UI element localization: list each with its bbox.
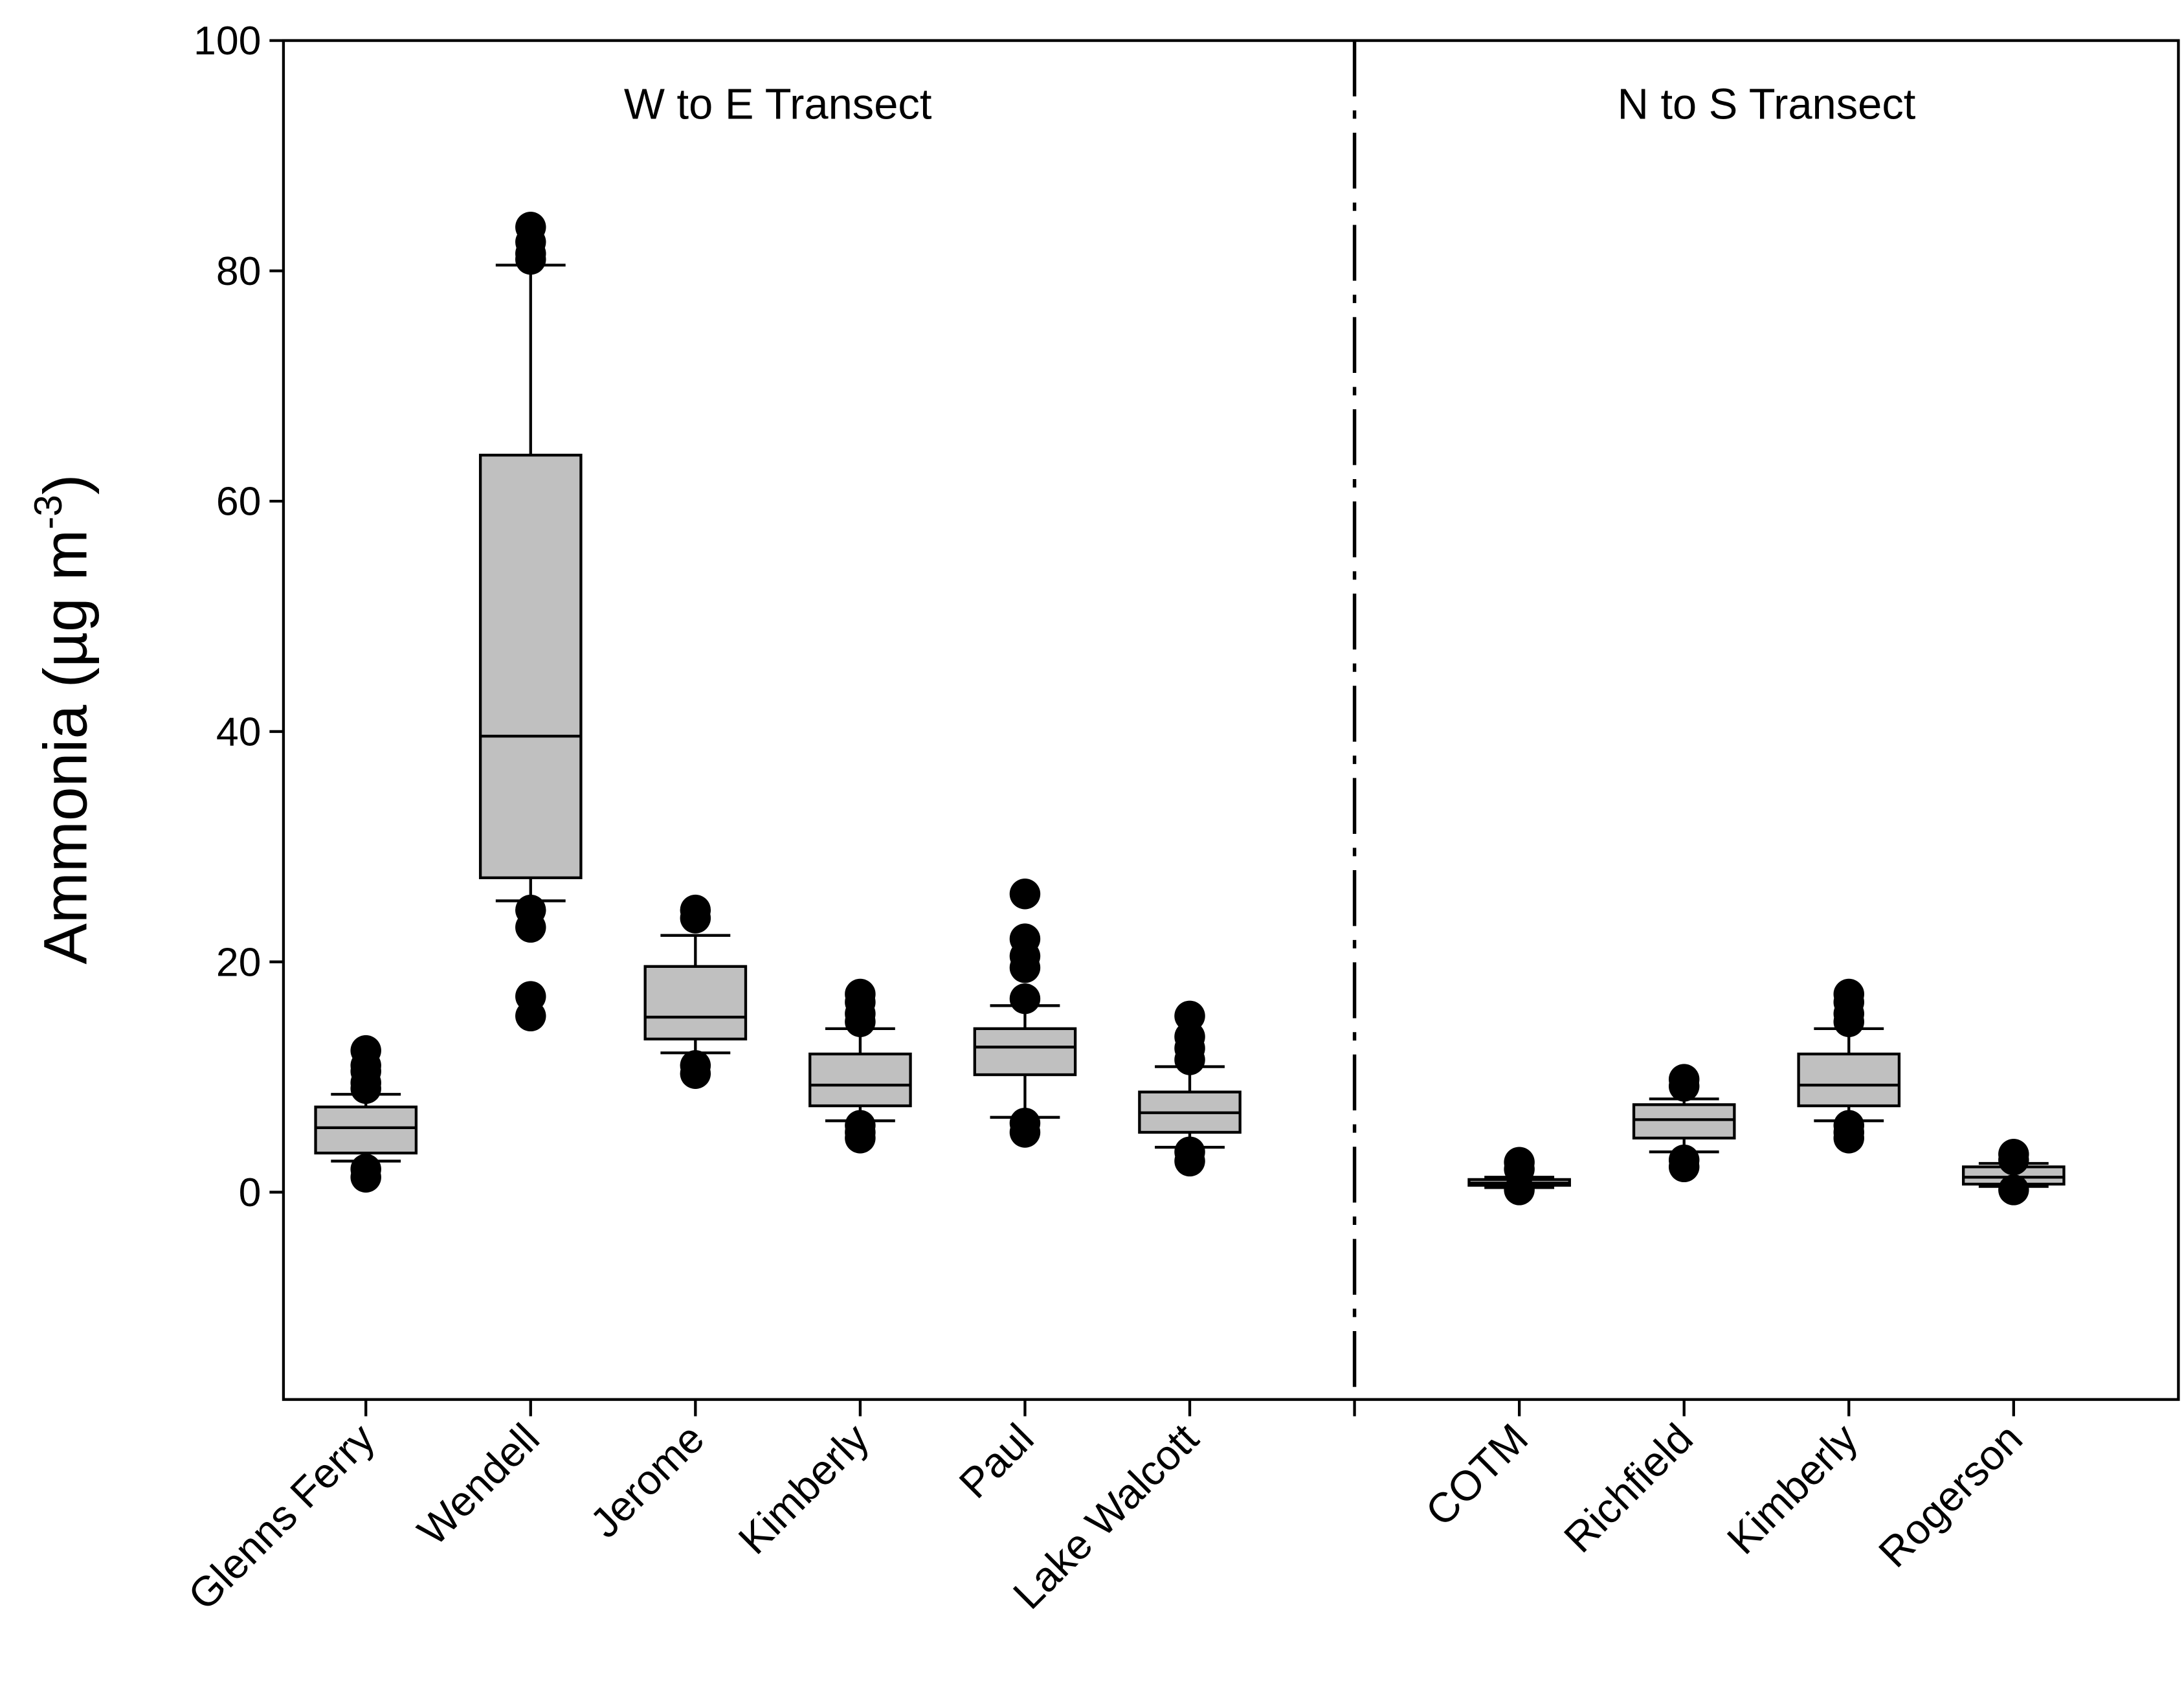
outlier [1174, 1145, 1205, 1177]
outlier [680, 1058, 711, 1089]
outlier [845, 1123, 876, 1154]
plot-frame [282, 39, 2180, 1401]
box [1797, 1052, 1901, 1108]
box [478, 453, 583, 879]
y-tick-label: 80 [216, 249, 262, 294]
outlier [845, 1006, 876, 1037]
x-tick-label: Richfield [1555, 1415, 1702, 1562]
y-tick-label: 20 [216, 939, 262, 985]
box [1632, 1103, 1736, 1140]
x-tick-label: Kimberly [1718, 1414, 1867, 1563]
outlier [1504, 1174, 1535, 1205]
outlier [1009, 1117, 1041, 1148]
y-label-sup: -3 [26, 495, 70, 530]
outlier [515, 1000, 546, 1032]
x-tick-label: COTM [1416, 1415, 1537, 1535]
y-label-main: Ammonia (µg m [32, 530, 100, 965]
outlier [350, 1161, 381, 1193]
x-tick-label: Wendell [408, 1415, 548, 1554]
outlier [515, 243, 546, 275]
y-label-end: ) [32, 475, 100, 495]
outlier [1998, 1174, 2029, 1205]
outlier [680, 902, 711, 934]
x-tick-label: Kimberly [729, 1414, 878, 1563]
y-tick-label: 40 [216, 709, 262, 754]
outlier [1009, 983, 1041, 1015]
outlier [1833, 1123, 1864, 1154]
x-tick-label: Paul [950, 1415, 1042, 1507]
x-tick-label: Rogerson [1869, 1415, 2031, 1576]
box [314, 1105, 418, 1155]
y-axis-label: Ammonia (µg m-3) [26, 475, 100, 965]
y-tick-label: 0 [239, 1170, 262, 1215]
box [643, 965, 748, 1041]
outlier [1174, 1044, 1205, 1075]
box [808, 1052, 912, 1108]
y-tick-label: 100 [194, 18, 261, 63]
outlier [1668, 1151, 1700, 1183]
outlier [1668, 1071, 1700, 1102]
outlier [1833, 1006, 1864, 1037]
outlier [350, 1073, 381, 1104]
outlier [1998, 1144, 2029, 1176]
annotation: W to E Transect [624, 80, 932, 128]
y-tick-label: 60 [216, 479, 262, 524]
box [973, 1027, 1077, 1077]
outlier [515, 912, 546, 943]
outlier [1009, 879, 1041, 910]
x-tick-label: Jerome [581, 1415, 713, 1547]
outlier [1009, 952, 1041, 983]
annotation: N to S Transect [1618, 80, 1916, 128]
x-tick-label: Glenns Ferry [179, 1414, 383, 1619]
